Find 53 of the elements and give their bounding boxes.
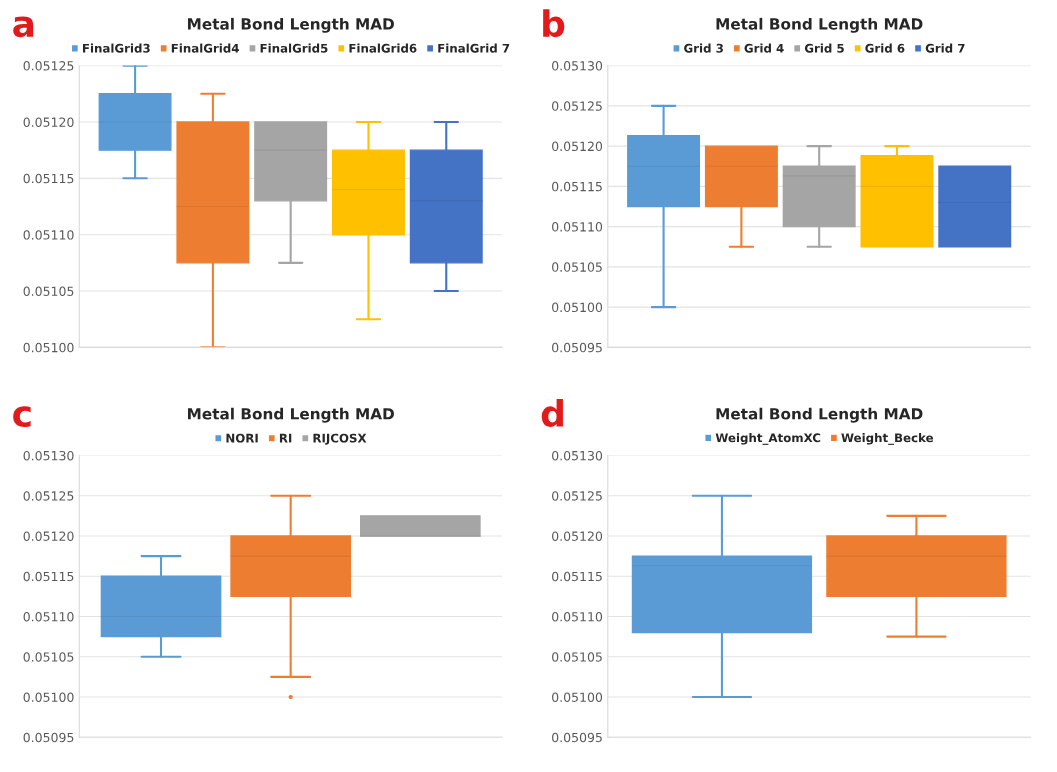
legend-label: RIJCOSX [313,433,367,445]
legend-label: Grid 6 [865,43,905,53]
y-tick-label: 0.05110 [23,230,74,240]
y-tick-label: 0.05095 [552,732,602,743]
y-tick-label: 0.05125 [552,101,602,111]
y-tick-label: 0.05105 [552,262,602,272]
legend-label: NORI [226,433,258,443]
y-tick-label: 0.05115 [552,571,602,582]
y-tick-label: 0.05120 [23,117,74,127]
y-tick-label: 0.05125 [23,491,74,501]
y-tick-label: 0.05130 [23,450,74,461]
y-tick-label: 0.05110 [23,611,74,622]
legend-label: Grid 3 [684,43,723,53]
y-tick-label: 0.05130 [552,450,603,461]
legend-label: FinalGrid5 [260,43,328,53]
y-tick-label: 0.05125 [23,61,74,71]
y-tick-label: 0.05095 [552,342,602,353]
y-tick-label: 0.05110 [552,222,603,232]
text: a [13,16,34,38]
y-tick-label: 0.05120 [552,141,603,152]
y-tick-label: 0.05115 [23,173,74,184]
y-tick-label: 0.05110 [552,611,603,622]
y-tick-label: 0.05100 [552,692,603,702]
y-tick-label: 0.05100 [23,342,74,353]
y-tick-label: 0.05100 [552,302,603,313]
chart-title: Metal Bond Length MAD [188,17,394,33]
legend-label: FinalGrid 7 [438,43,510,53]
chart-title: Metal Bond Length MAD [188,407,394,423]
y-tick-label: 0.05120 [552,531,603,541]
legend-label: Weight_Becke [841,433,934,445]
legend-label: FinalGrid3 [83,43,150,53]
y-tick-label: 0.05125 [552,491,602,501]
legend-label: RI [279,433,292,443]
legend-label: Grid 4 [744,43,784,53]
legend-label: Weight_AtomXC [715,433,821,445]
chart-title: Metal Bond Length MAD [716,407,923,423]
text: b [543,9,565,38]
y-tick-label: 0.05115 [23,571,74,582]
y-tick-label: 0.05130 [552,61,603,71]
y-tick-label: 0.05105 [23,652,74,662]
legend-label: Grid 5 [804,43,844,53]
text: c [13,406,31,428]
chart-title: Metal Bond Length MAD [716,17,923,33]
y-tick-label: 0.05105 [552,652,602,662]
y-tick-label: 0.05120 [23,531,74,541]
legend-label: FinalGrid6 [349,43,417,53]
text: d [541,399,563,428]
y-tick-label: 0.05095 [23,732,74,743]
y-tick-label: 0.05100 [23,692,74,702]
y-tick-label: 0.05115 [552,181,602,192]
legend-label: FinalGrid4 [171,43,239,53]
legend-label: Grid 7 [925,43,965,53]
y-tick-label: 0.05105 [23,286,74,296]
